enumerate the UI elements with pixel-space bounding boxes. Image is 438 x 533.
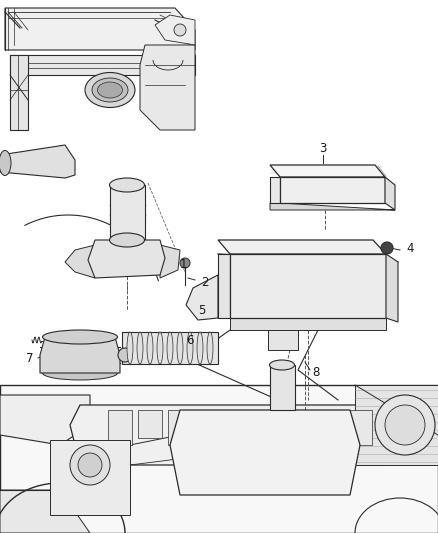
Circle shape: [118, 348, 132, 362]
Ellipse shape: [127, 332, 133, 364]
Ellipse shape: [207, 332, 213, 364]
Ellipse shape: [177, 332, 183, 364]
Ellipse shape: [147, 332, 153, 364]
Ellipse shape: [85, 72, 135, 108]
Polygon shape: [355, 385, 438, 465]
Text: 2: 2: [201, 276, 209, 288]
Polygon shape: [270, 165, 385, 177]
Polygon shape: [138, 410, 162, 438]
Polygon shape: [258, 410, 282, 438]
Polygon shape: [198, 410, 222, 438]
Text: 1: 1: [179, 259, 187, 271]
Polygon shape: [270, 365, 295, 410]
Polygon shape: [10, 55, 28, 130]
Ellipse shape: [187, 332, 193, 364]
Polygon shape: [218, 240, 386, 254]
Polygon shape: [108, 410, 132, 445]
Polygon shape: [10, 55, 195, 75]
Polygon shape: [70, 405, 390, 465]
Polygon shape: [50, 440, 130, 515]
Polygon shape: [270, 177, 280, 203]
Polygon shape: [348, 410, 372, 445]
Circle shape: [78, 453, 102, 477]
Polygon shape: [160, 245, 180, 278]
Polygon shape: [0, 395, 90, 445]
Polygon shape: [228, 410, 252, 445]
Text: 8: 8: [312, 367, 320, 379]
Text: 5: 5: [198, 303, 206, 317]
Polygon shape: [65, 245, 95, 278]
Text: 3: 3: [319, 141, 327, 155]
Polygon shape: [0, 385, 438, 533]
Ellipse shape: [167, 332, 173, 364]
Polygon shape: [386, 254, 398, 322]
Polygon shape: [385, 177, 395, 210]
Polygon shape: [170, 410, 360, 495]
Circle shape: [385, 405, 425, 445]
Ellipse shape: [197, 332, 203, 364]
Text: 6: 6: [186, 334, 194, 346]
Text: 4: 4: [406, 241, 414, 254]
Polygon shape: [155, 15, 195, 45]
Polygon shape: [88, 240, 165, 278]
Circle shape: [70, 445, 110, 485]
Circle shape: [180, 258, 190, 268]
Circle shape: [375, 395, 435, 455]
Ellipse shape: [0, 150, 11, 175]
Polygon shape: [0, 490, 90, 533]
Ellipse shape: [92, 78, 128, 102]
Polygon shape: [288, 410, 312, 445]
Polygon shape: [186, 275, 218, 320]
Polygon shape: [230, 254, 386, 318]
Polygon shape: [318, 410, 342, 438]
Polygon shape: [140, 45, 195, 130]
Polygon shape: [110, 185, 145, 240]
Ellipse shape: [110, 233, 145, 247]
Ellipse shape: [42, 366, 117, 380]
Polygon shape: [270, 203, 395, 210]
Ellipse shape: [157, 332, 163, 364]
Polygon shape: [230, 318, 386, 330]
Polygon shape: [5, 8, 195, 50]
Ellipse shape: [98, 82, 123, 98]
Polygon shape: [0, 145, 75, 178]
Polygon shape: [218, 254, 230, 318]
Polygon shape: [40, 337, 120, 373]
Polygon shape: [168, 410, 192, 445]
Ellipse shape: [110, 178, 145, 192]
Text: 7: 7: [26, 351, 34, 365]
Ellipse shape: [269, 360, 294, 370]
Ellipse shape: [42, 330, 117, 344]
Polygon shape: [280, 177, 385, 203]
Circle shape: [381, 242, 393, 254]
Polygon shape: [268, 330, 298, 350]
Polygon shape: [122, 332, 218, 364]
Ellipse shape: [137, 332, 143, 364]
Circle shape: [174, 24, 186, 36]
